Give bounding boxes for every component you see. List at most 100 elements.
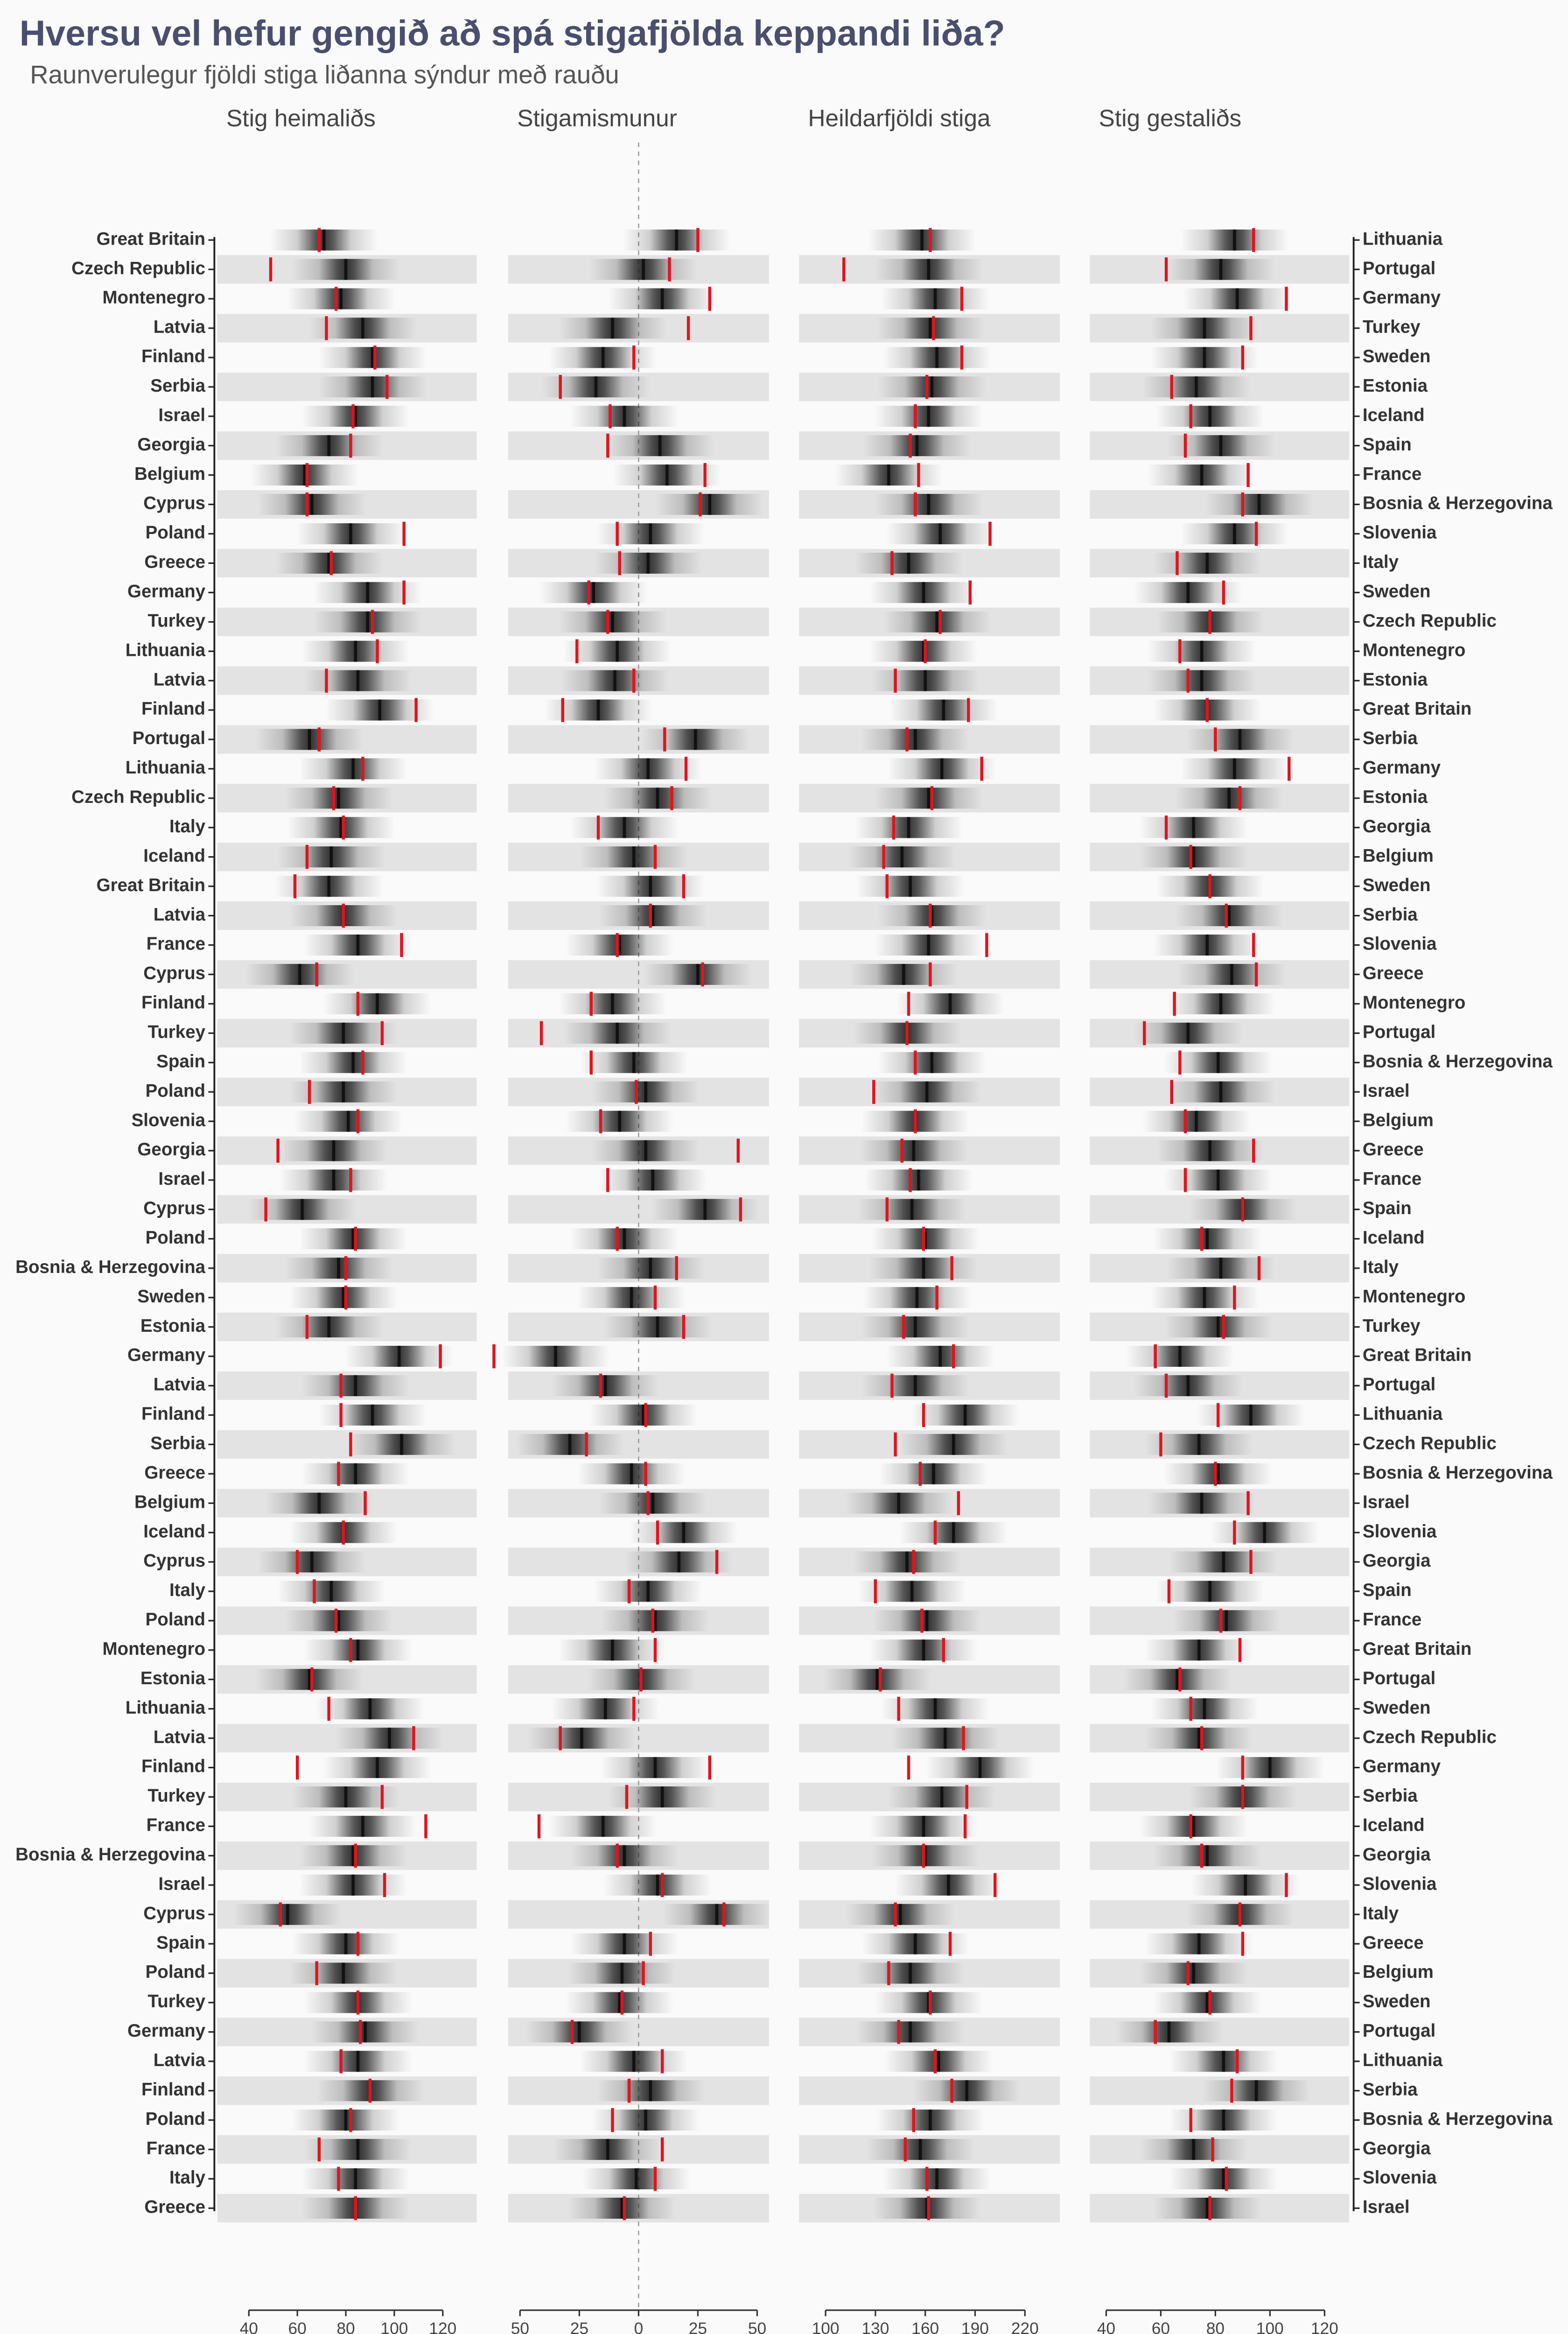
away-team-label: Serbia — [1363, 2080, 1418, 2100]
predicted-mark — [354, 640, 357, 662]
predicted-mark — [1203, 317, 1206, 339]
actual-mark — [327, 1696, 330, 1721]
predicted-mark — [910, 1199, 914, 1220]
actual-mark — [933, 1520, 937, 1545]
predicted-mark — [286, 1904, 289, 1925]
actual-mark — [922, 1843, 925, 1868]
predicted-mark — [568, 1434, 572, 1455]
actual-mark — [539, 1021, 543, 1046]
predicted-mark — [1222, 2109, 1225, 2131]
predicted-mark — [371, 347, 374, 368]
actual-mark — [1186, 1961, 1190, 1985]
actual-mark — [1249, 316, 1253, 340]
away-team-label: Slovenia — [1363, 2168, 1437, 2188]
away-team-label: France — [1363, 1169, 1421, 1189]
predicted-mark — [1200, 640, 1204, 662]
predicted-mark — [930, 1052, 934, 1073]
home-team-label: Great Britain — [97, 229, 205, 249]
predicted-mark — [1208, 1140, 1211, 1161]
predicted-mark — [308, 1669, 311, 1690]
predicted-mark — [932, 1463, 935, 1484]
predicted-mark — [658, 435, 662, 457]
actual-mark — [305, 463, 309, 487]
predicted-mark — [909, 876, 912, 897]
predicted-mark — [935, 347, 938, 368]
away-team-label: Iceland — [1363, 405, 1425, 425]
actual-mark — [356, 1109, 360, 1133]
away-team-label: Italy — [1363, 1257, 1399, 1277]
away-team-label: Sweden — [1363, 582, 1431, 602]
actual-mark — [1238, 1638, 1242, 1662]
predicted-mark — [708, 494, 712, 515]
x-tick-label: 80 — [1206, 2320, 1225, 2334]
actual-mark — [1241, 1197, 1245, 1222]
home-team-label: Georgia — [137, 435, 205, 455]
predicted-mark — [929, 2109, 932, 2131]
actual-mark — [950, 1256, 953, 1280]
chart-subtitle: Raunverulegur fjöldi stiga liðanna sýndu… — [30, 60, 619, 89]
x-tick-label: 100 — [812, 2320, 840, 2334]
predicted-mark — [329, 1581, 333, 1602]
predicted-mark — [580, 1728, 583, 1749]
predicted-mark — [388, 1728, 391, 1749]
predicted-mark — [661, 288, 664, 309]
away-team-label: Belgium — [1363, 846, 1434, 866]
away-team-label: Slovenia — [1363, 934, 1437, 954]
predicted-mark — [914, 1933, 917, 1954]
actual-mark — [653, 845, 657, 869]
away-team-label: Germany — [1363, 288, 1441, 308]
predicted-mark — [917, 1169, 920, 1191]
actual-mark — [653, 2166, 657, 2191]
predicted-mark — [933, 288, 937, 309]
actual-mark — [279, 1902, 282, 1926]
home-team-label: Latvia — [154, 1375, 206, 1395]
actual-mark — [1170, 1080, 1173, 1104]
predicted-mark — [356, 2139, 360, 2160]
home-team-label: Cyprus — [143, 963, 205, 984]
actual-mark — [980, 757, 983, 781]
predicted-mark — [604, 1698, 607, 1720]
home-team-label: Sweden — [137, 1287, 205, 1307]
actual-mark — [295, 1755, 299, 1780]
predicted-mark — [1205, 552, 1209, 574]
predicted-mark — [356, 1639, 360, 1661]
away-team-label: Greece — [1363, 1933, 1424, 1953]
home-team-label: Cyprus — [143, 1903, 205, 1923]
actual-mark — [653, 1285, 657, 1310]
predicted-mark — [618, 1992, 621, 2013]
x-tick-label: 0 — [634, 2320, 644, 2334]
predicted-mark — [644, 1081, 647, 1103]
away-team-label: Bosnia & Herzegovina — [1363, 2109, 1553, 2129]
home-team-label: Latvia — [154, 1727, 206, 1747]
predicted-mark — [349, 523, 352, 544]
actual-mark — [1183, 433, 1187, 458]
predicted-mark — [354, 1375, 357, 1396]
home-team-label: Israel — [158, 1874, 205, 1894]
predicted-mark — [930, 376, 934, 398]
predicted-mark — [613, 670, 616, 691]
predicted-mark — [1268, 1757, 1272, 1779]
predicted-mark — [364, 2021, 367, 2043]
actual-mark — [1222, 580, 1225, 605]
actual-mark — [264, 1197, 267, 1222]
predicted-mark — [327, 435, 330, 457]
predicted-mark — [344, 2109, 348, 2131]
actual-mark — [1225, 903, 1228, 928]
predicted-mark — [1217, 1463, 1220, 1484]
x-tick-label: 160 — [911, 2320, 939, 2334]
away-team-label: France — [1363, 1610, 1421, 1630]
actual-mark — [1205, 698, 1209, 722]
actual-mark — [962, 1726, 965, 1750]
home-team-label: Turkey — [148, 1991, 206, 2011]
predicted-mark — [933, 1698, 937, 1720]
actual-mark — [632, 668, 636, 693]
home-team-label: Latvia — [154, 669, 206, 689]
predicted-mark — [371, 376, 374, 398]
actual-mark — [609, 404, 612, 429]
actual-mark — [371, 610, 374, 634]
actual-mark — [575, 639, 579, 663]
predicted-mark — [322, 229, 326, 251]
predicted-mark — [578, 2021, 581, 2043]
away-team-label: Portugal — [1363, 1022, 1435, 1042]
predicted-mark — [1203, 1698, 1206, 1720]
